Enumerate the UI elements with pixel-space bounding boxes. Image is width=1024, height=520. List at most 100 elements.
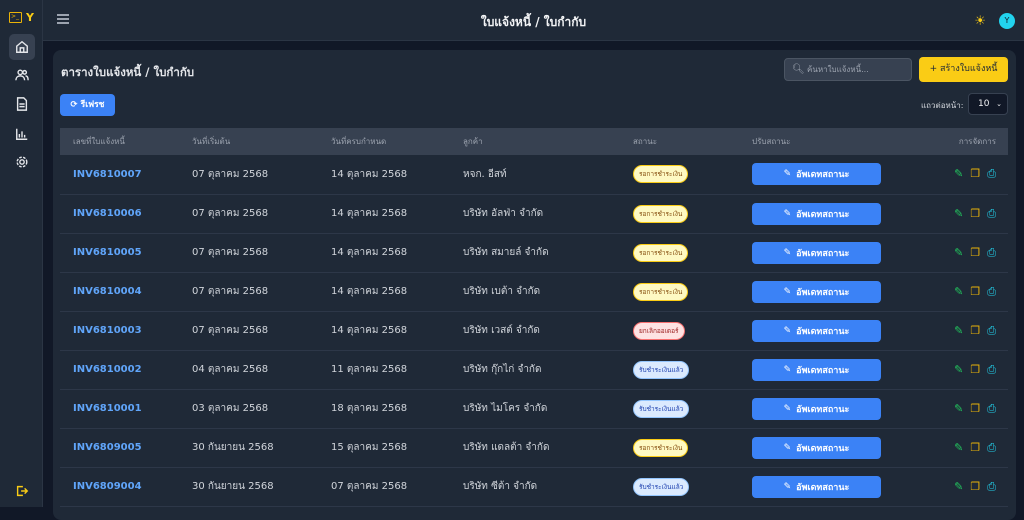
edit-icon[interactable]: ✎ xyxy=(954,284,964,298)
copy-icon[interactable]: ❐ xyxy=(970,284,981,298)
col-customer: ลูกค้า xyxy=(463,128,633,155)
col-status: สถานะ xyxy=(633,128,752,155)
print-icon[interactable]: ⎙ xyxy=(987,167,996,181)
customer: บริษัท แดลต้า จำกัด xyxy=(463,428,633,468)
invoice-number[interactable]: INV6810001 xyxy=(60,389,192,429)
copy-icon[interactable]: ❐ xyxy=(970,245,981,259)
copy-icon[interactable]: ❐ xyxy=(970,167,981,181)
terminal-icon: >_ xyxy=(9,12,22,23)
invoice-number[interactable]: INV6810003 xyxy=(60,311,192,351)
sidebar-item-settings[interactable] xyxy=(9,149,35,175)
edit-icon: ✎ xyxy=(783,286,792,297)
customer: บริษัท อัลฟ่า จำกัด xyxy=(463,194,633,234)
rows-per-page-value: 10 xyxy=(978,99,990,109)
table-row: INV6810002 04 ตุลาคม 2568 11 ตุลาคม 2568… xyxy=(60,350,1008,390)
update-status-button[interactable]: ✎ อัพเดทสถานะ xyxy=(752,241,881,264)
create-label: สร้างใบแจ้งหนี้ xyxy=(939,64,998,74)
avatar[interactable]: Y xyxy=(999,13,1015,29)
copy-icon[interactable]: ❐ xyxy=(970,362,981,376)
due-date: 14 ตุลาคม 2568 xyxy=(331,311,463,351)
header: ใบแจ้งหนี้ / ใบกำกับ ☀ Y xyxy=(43,0,1024,41)
due-date: 11 ตุลาคม 2568 xyxy=(331,350,463,390)
update-status-cell: ✎ อัพเดทสถานะ xyxy=(752,428,902,468)
status-cell: รอการชำระเงิน xyxy=(633,233,752,273)
actions-cell: ✎ ❐ ⎙ xyxy=(902,155,1008,195)
chart-icon xyxy=(16,128,28,140)
print-icon[interactable]: ⎙ xyxy=(987,284,996,298)
invoice-number[interactable]: INV6810004 xyxy=(60,272,192,312)
actions-cell: ✎ ❐ ⎙ xyxy=(902,467,1008,507)
update-status-cell: ✎ อัพเดทสถานะ xyxy=(752,467,902,507)
edit-icon[interactable]: ✎ xyxy=(954,362,964,376)
theme-toggle-sun-icon[interactable]: ☀ xyxy=(974,14,986,29)
update-status-cell: ✎ อัพเดทสถานะ xyxy=(752,233,902,273)
update-status-button[interactable]: ✎ อัพเดทสถานะ xyxy=(752,475,881,498)
chevron-down-icon: ⌄ xyxy=(996,100,1002,108)
menu-toggle-icon[interactable] xyxy=(57,14,69,24)
update-status-label: อัพเดทสถานะ xyxy=(796,365,850,376)
update-status-button[interactable]: ✎ อัพเดทสถานะ xyxy=(752,436,881,459)
logo[interactable]: >_ Y xyxy=(9,11,34,24)
edit-icon[interactable]: ✎ xyxy=(954,479,964,493)
rows-per-page-label: แถวต่อหน้า: xyxy=(921,101,964,110)
sidebar-item-reports[interactable] xyxy=(9,121,35,147)
copy-icon[interactable]: ❐ xyxy=(970,206,981,220)
copy-icon[interactable]: ❐ xyxy=(970,401,981,415)
table-row: INV6810005 07 ตุลาคม 2568 14 ตุลาคม 2568… xyxy=(60,233,1008,273)
update-status-button[interactable]: ✎ อัพเดทสถานะ xyxy=(752,280,881,303)
status-badge: รอการชำระเงิน xyxy=(633,243,689,262)
gear-icon xyxy=(16,156,28,168)
status-cell: รอการชำระเงิน xyxy=(633,428,752,468)
edit-icon[interactable]: ✎ xyxy=(954,245,964,259)
actions-cell: ✎ ❐ ⎙ xyxy=(902,194,1008,234)
invoice-number[interactable]: INV6810005 xyxy=(60,233,192,273)
edit-icon[interactable]: ✎ xyxy=(954,206,964,220)
invoice-number[interactable]: INV6810002 xyxy=(60,350,192,390)
print-icon[interactable]: ⎙ xyxy=(987,401,996,415)
due-date: 15 ตุลาคม 2568 xyxy=(331,428,463,468)
invoice-number[interactable]: INV6810007 xyxy=(60,155,192,195)
sidebar-item-home[interactable] xyxy=(9,34,35,60)
print-icon[interactable]: ⎙ xyxy=(987,362,996,376)
rows-per-page-select[interactable]: 10 ⌄ xyxy=(968,93,1008,115)
edit-icon[interactable]: ✎ xyxy=(954,401,964,415)
invoice-number[interactable]: INV6809005 xyxy=(60,428,192,468)
refresh-button[interactable]: ⟳ รีเฟรช xyxy=(60,94,115,116)
update-status-button[interactable]: ✎ อัพเดทสถานะ xyxy=(752,163,881,186)
print-icon[interactable]: ⎙ xyxy=(987,245,996,259)
copy-icon[interactable]: ❐ xyxy=(970,323,981,337)
print-icon[interactable]: ⎙ xyxy=(987,440,996,454)
status-badge: รอการชำระเงิน xyxy=(633,165,689,184)
start-date: 03 ตุลาคม 2568 xyxy=(192,389,331,429)
status-badge: รับชำระเงินแล้ว xyxy=(633,477,690,496)
table-header: เลขที่ใบแจ้งหนี้ วันที่เริ่มต้น วันที่คร… xyxy=(60,128,1008,155)
invoice-number[interactable]: INV6809004 xyxy=(60,467,192,507)
edit-icon[interactable]: ✎ xyxy=(954,440,964,454)
update-status-button[interactable]: ✎ อัพเดทสถานะ xyxy=(752,358,881,381)
plus-icon: + xyxy=(929,64,940,74)
update-status-label: อัพเดทสถานะ xyxy=(796,482,850,493)
status-badge: รับชำระเงินแล้ว xyxy=(633,399,690,418)
print-icon[interactable]: ⎙ xyxy=(987,206,996,220)
sidebar-item-users[interactable] xyxy=(9,62,35,88)
table-row: INV6809005 30 กันยายน 2568 15 ตุลาคม 256… xyxy=(60,428,1008,468)
invoice-number[interactable]: INV6810006 xyxy=(60,194,192,234)
document-icon xyxy=(16,97,28,111)
search-input[interactable]: 🔍︎ ค้นหาใบแจ้งหนี้... xyxy=(784,58,912,81)
logout-button[interactable] xyxy=(9,478,35,504)
edit-icon[interactable]: ✎ xyxy=(954,167,964,181)
edit-icon[interactable]: ✎ xyxy=(954,323,964,337)
create-invoice-button[interactable]: + สร้างใบแจ้งหนี้ xyxy=(919,57,1008,82)
print-icon[interactable]: ⎙ xyxy=(987,323,996,337)
update-status-button[interactable]: ✎ อัพเดทสถานะ xyxy=(752,202,881,225)
status-badge: รับชำระเงินแล้ว xyxy=(633,360,690,379)
users-icon xyxy=(15,69,29,81)
update-status-button[interactable]: ✎ อัพเดทสถานะ xyxy=(752,319,881,342)
update-status-button[interactable]: ✎ อัพเดทสถานะ xyxy=(752,397,881,420)
print-icon[interactable]: ⎙ xyxy=(987,479,996,493)
copy-icon[interactable]: ❐ xyxy=(970,479,981,493)
customer: หจก. อีสท์ xyxy=(463,155,633,195)
sidebar-item-documents[interactable] xyxy=(9,91,35,117)
actions-cell: ✎ ❐ ⎙ xyxy=(902,233,1008,273)
copy-icon[interactable]: ❐ xyxy=(970,440,981,454)
